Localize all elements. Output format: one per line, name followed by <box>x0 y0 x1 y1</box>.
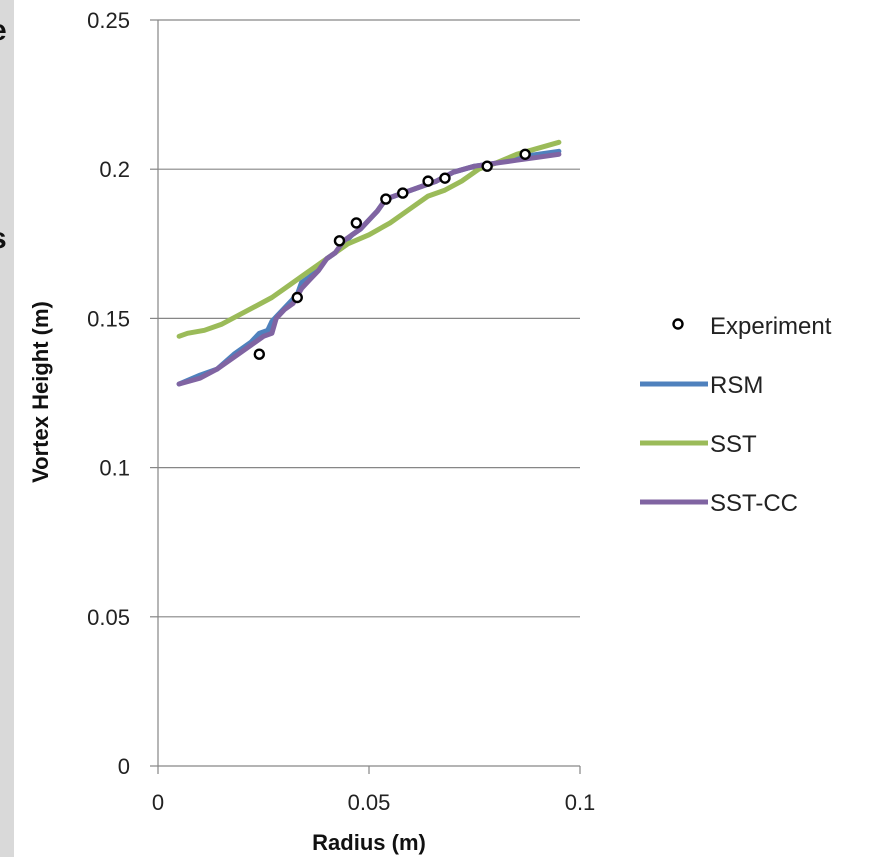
legend-label-sst: SST <box>710 431 757 458</box>
experiment-point <box>439 172 451 184</box>
y-tick-label: 0.15 <box>87 306 130 331</box>
experiment-point <box>291 291 303 304</box>
experiment-point <box>333 235 346 247</box>
experiment-point <box>422 175 434 187</box>
legend-label-sst-cc: SST-CC <box>710 490 798 517</box>
series-line-sst <box>176 139 562 339</box>
legend: Experiment RSM SST SST-CC <box>640 313 832 517</box>
x-tick-label: 0.1 <box>565 790 596 815</box>
legend-marker-experiment <box>672 318 684 330</box>
x-tick-label: 0 <box>152 790 164 815</box>
y-tick-label: 0.05 <box>87 605 130 630</box>
experiment-point <box>253 348 265 360</box>
experiment-point <box>519 148 531 160</box>
experiment-point <box>380 193 392 205</box>
left-gray-strip <box>0 0 14 857</box>
cropped-edge-text-top: e <box>0 14 7 48</box>
series-layer <box>176 139 562 387</box>
experiment-point <box>481 160 493 172</box>
y-tick-label: 0.1 <box>99 456 130 481</box>
experiment-point <box>397 187 409 199</box>
y-tick-label: 0.2 <box>99 157 130 182</box>
y-axis-title: Vortex Height (m) <box>28 301 53 483</box>
cropped-edge-text-mid: s <box>0 222 7 256</box>
grid-layer <box>158 19 580 618</box>
x-axis-title: Radius (m) <box>312 830 426 855</box>
series-line-rsm <box>176 148 562 387</box>
legend-label-experiment: Experiment <box>710 313 832 340</box>
axis-layer: 0 0.05 0.1 0.15 0.2 0.25 0 0.05 0.1 <box>87 8 595 815</box>
series-line-sst-cc <box>176 151 562 387</box>
y-tick-label: 0 <box>118 754 130 779</box>
experiment-point <box>350 217 363 229</box>
x-tick-label: 0.05 <box>348 790 391 815</box>
legend-label-rsm: RSM <box>710 372 763 399</box>
y-tick-label: 0.25 <box>87 8 130 33</box>
